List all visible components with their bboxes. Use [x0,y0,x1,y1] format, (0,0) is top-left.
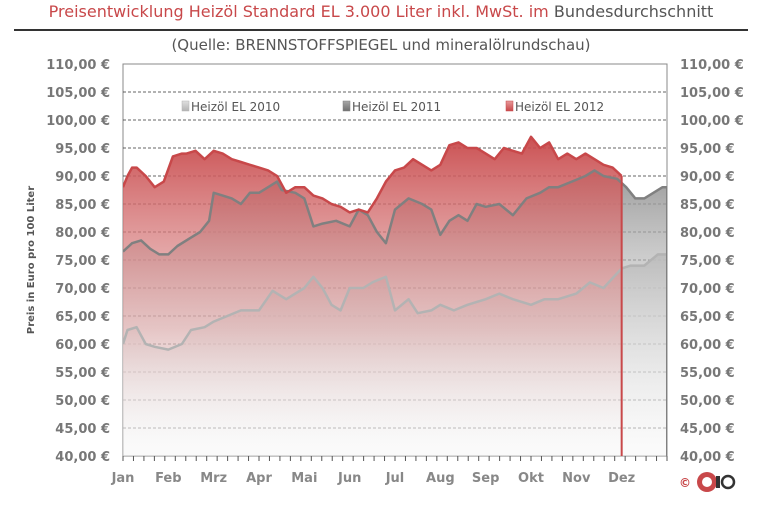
y-tick-label-right: 100,00 € [680,114,744,129]
x-tick-label: Jan [111,471,135,486]
y-tick-label-right: 105,00 € [680,86,744,101]
y-tick-label-right: 80,00 € [680,226,735,241]
y-tick-label-right: 95,00 € [680,142,735,157]
y-tick-label-left: 85,00 € [55,198,110,213]
y-tick-label-left: 45,00 € [55,422,110,437]
line-2011 [123,169,667,256]
x-tick-label: Sep [472,471,500,486]
x-tick-label: Jul [385,471,405,486]
y-tick-label-left: 60,00 € [55,338,110,353]
logo-bar-icon [716,476,720,488]
chart-subtitle: (Quelle: BRENNSTOFFSPIEGEL und mineralöl… [171,36,591,54]
x-tick-label: Okt [518,471,544,486]
copyright-symbol: © [679,476,691,490]
brand-logo: © [679,472,736,492]
x-tick-label: Nov [562,471,591,486]
y-tick-label-right: 75,00 € [680,254,735,269]
y-tick-label-right: 70,00 € [680,282,735,297]
y-tick-label-right: 85,00 € [680,198,735,213]
x-axis-minor-ticks [122,456,668,461]
chart-title-region: Bundesdurchschnitt [553,2,714,21]
x-tick-label: Dez [608,471,635,486]
y-tick-label-left: 70,00 € [55,282,110,297]
legend-swatch-2010 [181,100,190,112]
title-divider [14,29,748,31]
chart-title: Preisentwicklung Heizöl Standard EL 3.00… [0,2,762,21]
x-tick-label: Apr [246,471,272,486]
legend-swatch-2012 [505,100,514,112]
y-tick-label-left: 105,00 € [46,86,110,101]
y-tick-label-right: 65,00 € [680,310,735,325]
y-tick-label-right: 40,00 € [680,450,735,465]
legend-label-2010: Heizöl EL 2010 [191,100,280,114]
y-tick-label-right: 60,00 € [680,338,735,353]
legend: Heizöl EL 2010 Heizöl EL 2011 Heizöl EL 20… [181,100,604,114]
x-tick-label: Mai [291,471,317,486]
y-tick-label-left: 95,00 € [55,142,110,157]
chart-title-main: Preisentwicklung Heizöl Standard EL 3.00… [48,2,549,21]
y-tick-label-left: 50,00 € [55,394,110,409]
logo-ring-icon [702,477,712,487]
y-tick-label-left: 55,00 € [55,366,110,381]
y-tick-label-right: 50,00 € [680,394,735,409]
series-areas [123,136,667,456]
y-tick-label-left: 90,00 € [55,170,110,185]
y-tick-label-left: 110,00 € [46,58,110,73]
x-axis: Jan Feb Mrz Apr Mai Jun Jul Aug Sep Okt Nov Dez [111,471,636,486]
logo-o-icon [720,474,736,490]
legend-label-2011: Heizöl EL 2011 [352,100,441,114]
x-tick-label: Feb [155,471,181,486]
series-lines [123,135,667,456]
y-tick-label-left: 75,00 € [55,254,110,269]
y-axis-label: Preis in Euro pro 100 Liter [26,186,37,334]
area-2012 [123,136,622,456]
y-axis-left: 40,00 € 45,00 € 50,00 € 55,00 € 60,00 € 65,00… [46,58,110,465]
y-tick-label-right: 90,00 € [680,170,735,185]
y-tick-label-right: 45,00 € [680,422,735,437]
y-axis-right: 40,00 € 45,00 € 50,00 € 55,00 € 60,00 € 65,00… [680,58,744,465]
y-tick-label-right: 110,00 € [680,58,744,73]
x-tick-label: Mrz [200,471,227,486]
line-2010 [123,253,667,351]
y-tick-label-left: 40,00 € [55,450,110,465]
y-tick-label-left: 65,00 € [55,310,110,325]
x-tick-label: Jun [337,471,361,486]
line-2012 [123,135,623,214]
y-tick-label-left: 80,00 € [55,226,110,241]
x-tick-label: Aug [426,471,455,486]
y-tick-label-right: 55,00 € [680,366,735,381]
legend-label-2012: Heizöl EL 2012 [515,100,604,114]
y-tick-label-left: 100,00 € [46,114,110,129]
legend-swatch-2011 [342,100,351,112]
